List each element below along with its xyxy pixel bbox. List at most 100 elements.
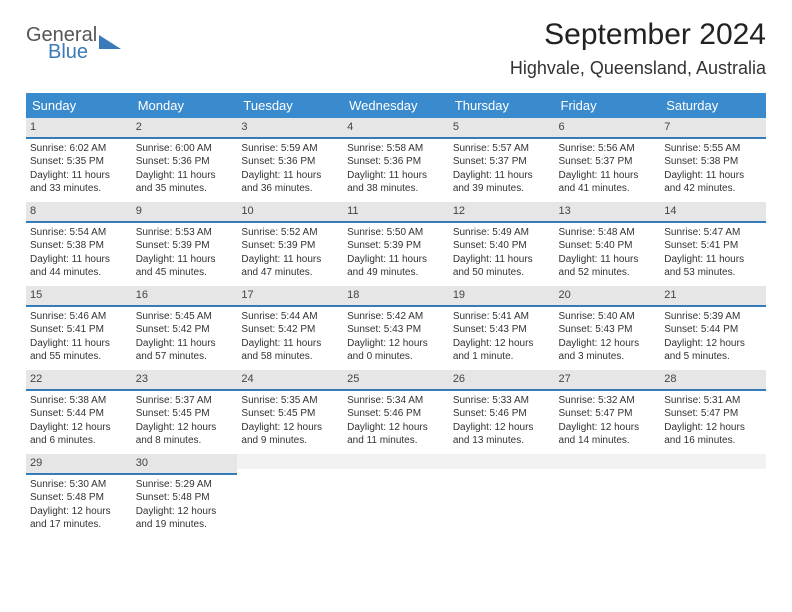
sunset-line: Sunset: 5:46 PM xyxy=(347,407,445,421)
daylight-line: Daylight: 11 hours and 36 minutes. xyxy=(241,169,339,196)
calendar-cell: 17Sunrise: 5:44 AMSunset: 5:42 PMDayligh… xyxy=(237,286,343,370)
date-number: 9 xyxy=(132,202,238,223)
date-number: 25 xyxy=(343,370,449,391)
dayheader-tuesday: Tuesday xyxy=(237,93,343,118)
daylight-line: Daylight: 12 hours and 19 minutes. xyxy=(136,505,234,532)
sunset-line: Sunset: 5:37 PM xyxy=(559,155,657,169)
date-number: 5 xyxy=(449,118,555,139)
date-number: 28 xyxy=(660,370,766,391)
calendar-cell: 2Sunrise: 6:00 AMSunset: 5:36 PMDaylight… xyxy=(132,118,238,202)
sunset-line: Sunset: 5:39 PM xyxy=(241,239,339,253)
daylight-line: Daylight: 12 hours and 16 minutes. xyxy=(664,421,762,448)
sunrise-line: Sunrise: 5:32 AM xyxy=(559,394,657,408)
date-number: 6 xyxy=(555,118,661,139)
daylight-line: Daylight: 11 hours and 38 minutes. xyxy=(347,169,445,196)
sunrise-line: Sunrise: 5:53 AM xyxy=(136,226,234,240)
date-number: 7 xyxy=(660,118,766,139)
date-number: 24 xyxy=(237,370,343,391)
sunrise-line: Sunrise: 5:48 AM xyxy=(559,226,657,240)
date-number: 19 xyxy=(449,286,555,307)
daylight-line: Daylight: 11 hours and 47 minutes. xyxy=(241,253,339,280)
calendar-cell: 24Sunrise: 5:35 AMSunset: 5:45 PMDayligh… xyxy=(237,370,343,454)
daylight-line: Daylight: 11 hours and 45 minutes. xyxy=(136,253,234,280)
date-number: 3 xyxy=(237,118,343,139)
sunset-line: Sunset: 5:44 PM xyxy=(30,407,128,421)
daylight-line: Daylight: 11 hours and 42 minutes. xyxy=(664,169,762,196)
daylight-line: Daylight: 12 hours and 17 minutes. xyxy=(30,505,128,532)
sunset-line: Sunset: 5:42 PM xyxy=(241,323,339,337)
calendar-cell: 25 Sunrise: 5:34 AMSunset: 5:46 PMDayligh… xyxy=(343,370,449,454)
daylight-line: Daylight: 12 hours and 3 minutes. xyxy=(559,337,657,364)
sunrise-line: Sunrise: 5:57 AM xyxy=(453,142,551,156)
daylight-line: Daylight: 11 hours and 58 minutes. xyxy=(241,337,339,364)
daylight-line: Daylight: 11 hours and 50 minutes. xyxy=(453,253,551,280)
calendar-table: SundayMondayTuesdayWednesdayThursdayFrid… xyxy=(26,93,766,538)
daylight-line: Daylight: 12 hours and 5 minutes. xyxy=(664,337,762,364)
calendar-cell: 14Sunrise: 5:47 AMSunset: 5:41 PMDayligh… xyxy=(660,202,766,286)
daylight-line: Daylight: 12 hours and 13 minutes. xyxy=(453,421,551,448)
date-number: 17 xyxy=(237,286,343,307)
sunset-line: Sunset: 5:38 PM xyxy=(664,155,762,169)
calendar-cell: 8Sunrise: 5:54 AMSunset: 5:38 PMDaylight… xyxy=(26,202,132,286)
calendar-row: 15Sunrise: 5:46 AMSunset: 5:41 PMDayligh… xyxy=(26,286,766,370)
calendar-cell: 7Sunrise: 5:55 AMSunset: 5:38 PMDaylight… xyxy=(660,118,766,202)
calendar-cell: 22Sunrise: 5:38 AMSunset: 5:44 PMDayligh… xyxy=(26,370,132,454)
daylight-line: Daylight: 12 hours and 11 minutes. xyxy=(347,421,445,448)
sunrise-line: Sunrise: 5:46 AM xyxy=(30,310,128,324)
calendar-cell: 6Sunrise: 5:56 AMSunset: 5:37 PMDaylight… xyxy=(555,118,661,202)
sunset-line: Sunset: 5:41 PM xyxy=(664,239,762,253)
sunrise-line: Sunrise: 5:34 AM xyxy=(347,394,445,408)
date-number: 23 xyxy=(132,370,238,391)
daylight-line: Daylight: 11 hours and 49 minutes. xyxy=(347,253,445,280)
sunset-line: Sunset: 5:45 PM xyxy=(241,407,339,421)
sunrise-line: Sunrise: 5:56 AM xyxy=(559,142,657,156)
daylight-line: Daylight: 11 hours and 55 minutes. xyxy=(30,337,128,364)
calendar-cell: 4Sunrise: 5:58 AMSunset: 5:36 PMDaylight… xyxy=(343,118,449,202)
date-number: 20 xyxy=(555,286,661,307)
calendar-cell: 5Sunrise: 5:57 AMSunset: 5:37 PMDaylight… xyxy=(449,118,555,202)
calendar-cell: 16Sunrise: 5:45 AMSunset: 5:42 PMDayligh… xyxy=(132,286,238,370)
sunset-line: Sunset: 5:38 PM xyxy=(30,239,128,253)
calendar-cell: 15Sunrise: 5:46 AMSunset: 5:41 PMDayligh… xyxy=(26,286,132,370)
sunrise-line: Sunrise: 5:40 AM xyxy=(559,310,657,324)
date-number: 10 xyxy=(237,202,343,223)
daylight-line: Daylight: 12 hours and 1 minute. xyxy=(453,337,551,364)
dayheader-saturday: Saturday xyxy=(660,93,766,118)
date-number: 30 xyxy=(132,454,238,475)
dayheader-thursday: Thursday xyxy=(449,93,555,118)
calendar-cell: 19 Sunrise: 5:41 AMSunset: 5:43 PMDayligh… xyxy=(449,286,555,370)
calendar-cell: 3Sunrise: 5:59 AMSunset: 5:36 PMDaylight… xyxy=(237,118,343,202)
sunset-line: Sunset: 5:37 PM xyxy=(453,155,551,169)
sunrise-line: Sunrise: 5:39 AM xyxy=(664,310,762,324)
sunset-line: Sunset: 5:42 PM xyxy=(136,323,234,337)
sunset-line: Sunset: 5:43 PM xyxy=(453,323,551,337)
location: Highvale, Queensland, Australia xyxy=(510,58,766,79)
calendar-cell: 21Sunrise: 5:39 AMSunset: 5:44 PMDayligh… xyxy=(660,286,766,370)
sunset-line: Sunset: 5:40 PM xyxy=(453,239,551,253)
sunset-line: Sunset: 5:45 PM xyxy=(136,407,234,421)
dayheader-sunday: Sunday xyxy=(26,93,132,118)
date-number: 15 xyxy=(26,286,132,307)
sunset-line: Sunset: 5:47 PM xyxy=(559,407,657,421)
sunset-line: Sunset: 5:43 PM xyxy=(347,323,445,337)
sunrise-line: Sunrise: 5:42 AM xyxy=(347,310,445,324)
sunset-line: Sunset: 5:44 PM xyxy=(664,323,762,337)
calendar-cell: 20Sunrise: 5:40 AMSunset: 5:43 PMDayligh… xyxy=(555,286,661,370)
sunrise-line: Sunrise: 5:45 AM xyxy=(136,310,234,324)
sunrise-line: Sunrise: 5:41 AM xyxy=(453,310,551,324)
sunset-line: Sunset: 5:36 PM xyxy=(136,155,234,169)
date-number: 8 xyxy=(26,202,132,223)
date-number-blank xyxy=(555,454,661,469)
sunrise-line: Sunrise: 5:58 AM xyxy=(347,142,445,156)
sunrise-line: Sunrise: 5:59 AM xyxy=(241,142,339,156)
dayheader-wednesday: Wednesday xyxy=(343,93,449,118)
daylight-line: Daylight: 11 hours and 57 minutes. xyxy=(136,337,234,364)
sunrise-line: Sunrise: 5:47 AM xyxy=(664,226,762,240)
calendar-row: 29Sunrise: 5:30 AMSunset: 5:48 PMDayligh… xyxy=(26,454,766,538)
calendar-cell: 18Sunrise: 5:42 AMSunset: 5:43 PMDayligh… xyxy=(343,286,449,370)
calendar-cell-blank xyxy=(237,454,343,538)
sunrise-line: Sunrise: 5:54 AM xyxy=(30,226,128,240)
date-number-blank xyxy=(449,454,555,469)
sunrise-line: Sunrise: 5:29 AM xyxy=(136,478,234,492)
daylight-line: Daylight: 11 hours and 33 minutes. xyxy=(30,169,128,196)
